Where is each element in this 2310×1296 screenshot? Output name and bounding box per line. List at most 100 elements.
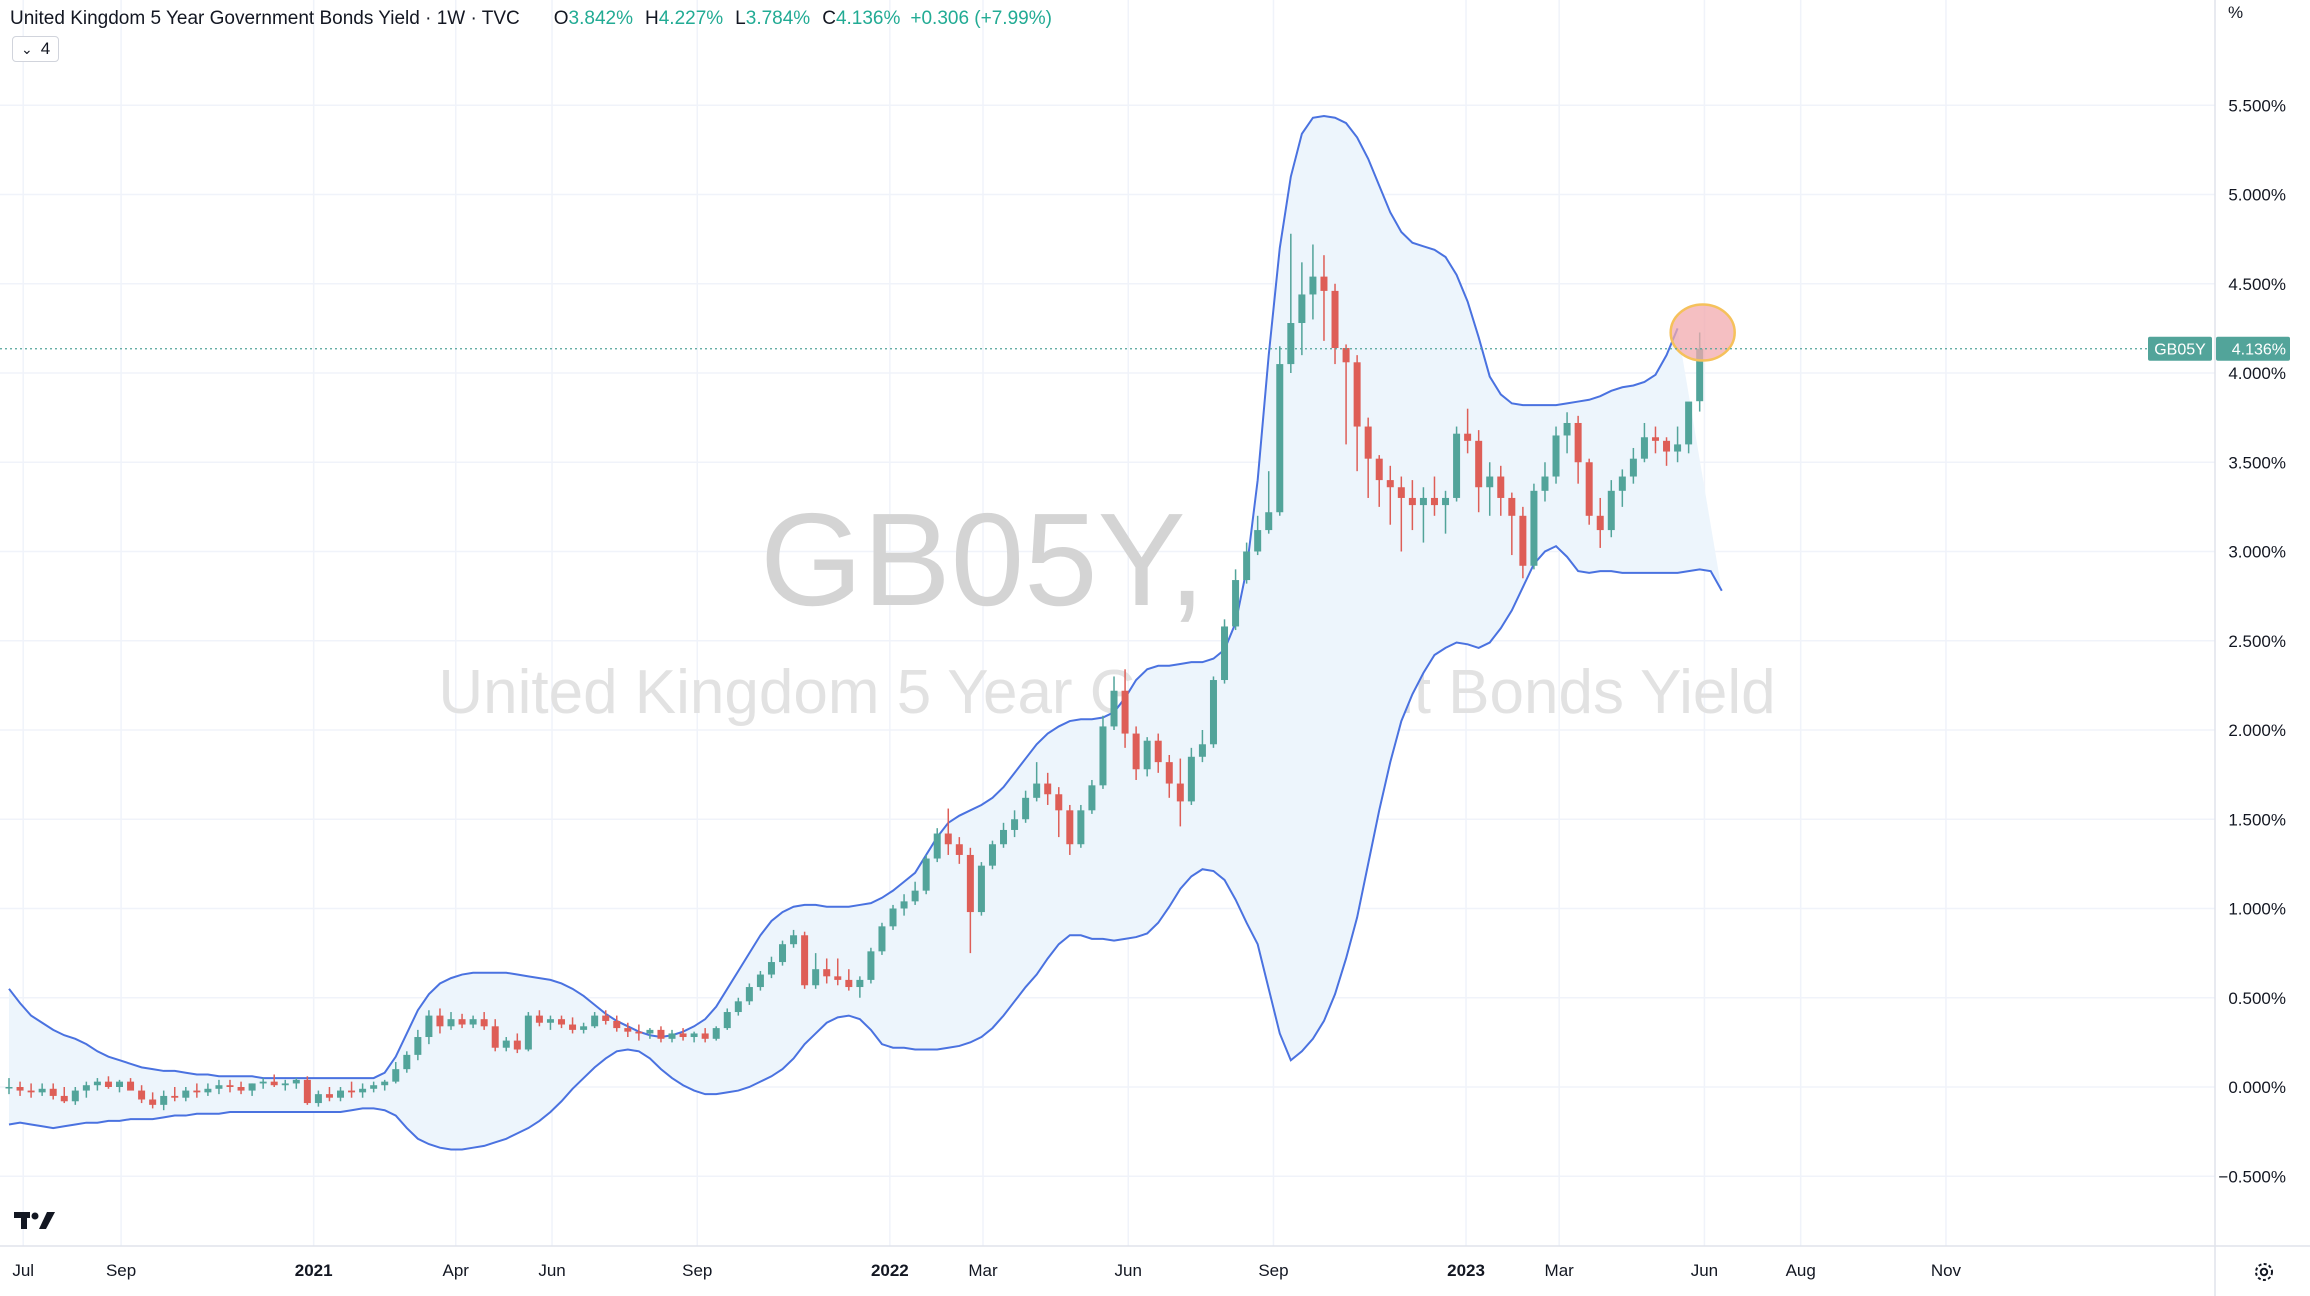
candle — [524, 1012, 532, 1052]
candle-body — [16, 1087, 24, 1091]
candle — [988, 840, 996, 870]
candle — [1397, 476, 1405, 552]
candle — [226, 1079, 234, 1093]
time-tick-label: Jul — [12, 1261, 34, 1280]
candle-body — [1055, 794, 1063, 811]
candle-body — [513, 1040, 521, 1050]
candle-body — [502, 1040, 510, 1048]
candle — [845, 969, 853, 991]
price-axis-unit-label: % — [2228, 3, 2243, 22]
tradingview-logo-icon[interactable] — [14, 1210, 56, 1232]
candle — [1265, 471, 1273, 534]
candle — [491, 1019, 499, 1052]
candle-body — [911, 890, 919, 902]
price-tick-label: 2.000% — [2228, 721, 2286, 740]
price-axis[interactable]: % 5.500% 5.000% 4.500% 4.000% 3.500% 3.000% 2.5… — [2148, 0, 2290, 1296]
symbol-title[interactable]: United Kingdom 5 Year Government Bonds Y… — [10, 8, 520, 29]
candle-body — [723, 1012, 731, 1029]
candle — [1685, 401, 1693, 454]
candle — [1386, 465, 1394, 525]
candle — [270, 1074, 278, 1087]
change-value: +0.306 (+7.99%) — [910, 8, 1052, 29]
candle — [1276, 346, 1284, 516]
candle-body — [1685, 401, 1693, 445]
candle-body — [1375, 458, 1383, 481]
candle-body — [204, 1088, 212, 1093]
candle-body — [392, 1069, 400, 1082]
candle-body — [1309, 276, 1317, 295]
time-tick-label: Sep — [682, 1261, 712, 1280]
candle — [1077, 804, 1085, 848]
candle — [1033, 762, 1041, 802]
candle — [668, 1029, 676, 1043]
candle-body — [1033, 783, 1041, 798]
candle-body — [977, 865, 985, 913]
candle — [1574, 415, 1582, 484]
candle — [955, 837, 963, 864]
candle — [502, 1037, 510, 1052]
candle-body — [1232, 580, 1240, 627]
candle-body — [248, 1083, 256, 1091]
price-tick-label: −0.500% — [2218, 1167, 2286, 1186]
candle-body — [1607, 490, 1615, 531]
high-value: 4.227% — [658, 8, 724, 29]
candle — [878, 922, 886, 955]
candle-body — [1221, 626, 1229, 681]
candle — [1221, 619, 1229, 684]
candle — [1651, 426, 1659, 454]
candle — [646, 1028, 654, 1039]
candle-body — [867, 951, 875, 980]
candle — [1353, 355, 1361, 472]
candle-body — [1430, 497, 1438, 506]
candle-body — [325, 1094, 333, 1098]
time-axis[interactable]: Jul Sep 2021 Apr Jun Sep 2022 Mar Jun Sep 2023 Mar J… — [0, 1245, 2310, 1280]
candle — [867, 947, 875, 984]
candle-body — [1198, 744, 1206, 757]
candle-body — [171, 1095, 179, 1098]
candle — [1464, 408, 1472, 454]
candle-body — [1651, 437, 1659, 441]
candle-body — [226, 1085, 234, 1087]
candle-body — [1386, 480, 1394, 488]
candle-body — [1663, 440, 1671, 452]
price-tick-label: 1.000% — [2228, 900, 2286, 919]
candle — [60, 1087, 68, 1104]
indicators-toggle-button[interactable]: ⌄ 4 — [12, 36, 60, 62]
candle — [1088, 779, 1096, 814]
candle-body — [1464, 433, 1472, 441]
candle-body — [215, 1085, 223, 1089]
candle-body — [1066, 810, 1074, 845]
candle — [171, 1087, 179, 1102]
candle — [1298, 262, 1306, 356]
price-tick-label: 3.500% — [2228, 453, 2286, 472]
candle-body — [1187, 756, 1195, 802]
candle — [911, 881, 919, 905]
candle-body — [745, 987, 753, 1002]
candle-body — [1243, 551, 1251, 581]
candle-body — [1640, 437, 1648, 459]
time-tick-label: Jun — [1115, 1261, 1142, 1280]
high-label: H — [644, 8, 659, 29]
candle — [1640, 422, 1648, 463]
time-tick-label: Nov — [1931, 1261, 1962, 1280]
candle — [1629, 447, 1637, 484]
candle-body — [1519, 515, 1527, 566]
candle-body — [756, 974, 764, 988]
settings-gear-icon[interactable] — [2252, 1260, 2276, 1284]
candle-body — [524, 1015, 532, 1050]
candle-body — [27, 1090, 35, 1093]
time-tick-label: 2023 — [1447, 1261, 1485, 1280]
candle-body — [1276, 364, 1284, 513]
price-tick-label: 2.500% — [2228, 632, 2286, 651]
candle-body — [1508, 497, 1516, 516]
highlight-marker — [1669, 303, 1736, 362]
candle-body — [292, 1079, 300, 1084]
candle-body — [1121, 690, 1129, 734]
price-tick-label: 1.500% — [2228, 810, 2286, 829]
candle-body — [469, 1019, 477, 1025]
candle-body — [38, 1088, 46, 1093]
candle-body — [944, 833, 952, 845]
candle-body — [823, 969, 831, 977]
chart-legend: United Kingdom 5 Year Government Bonds Y… — [10, 4, 1052, 34]
